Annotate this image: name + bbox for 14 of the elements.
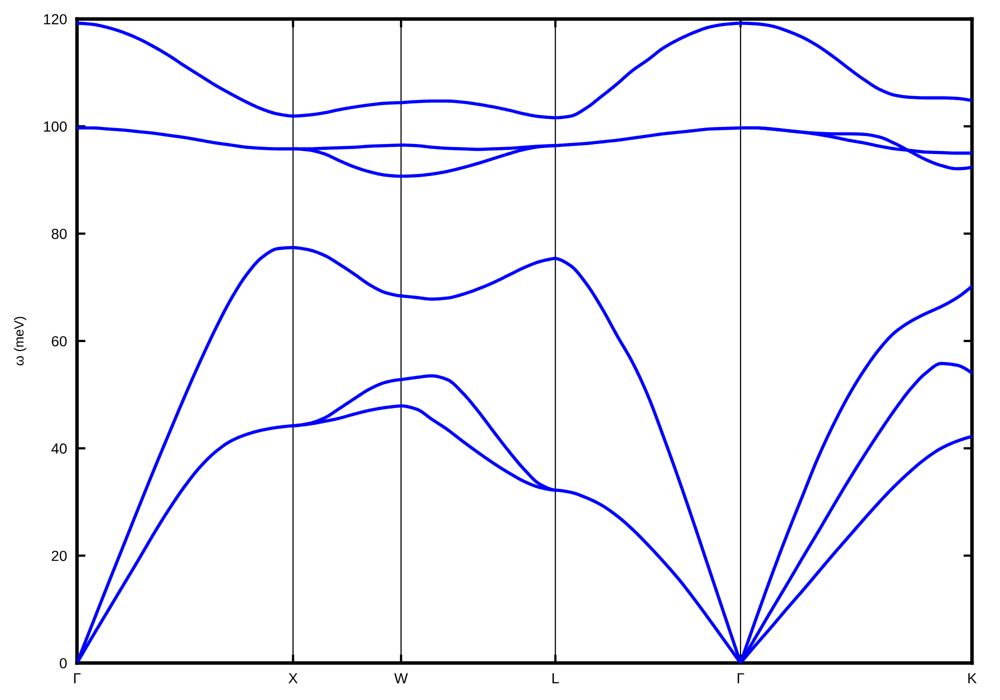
y-tick-label: 80 — [52, 228, 67, 240]
x-tick-label: L — [552, 673, 559, 684]
x-tick-label: K — [968, 673, 977, 684]
y-tick-label: 100 — [44, 121, 67, 132]
x-tick-label: X — [288, 673, 298, 684]
x-tick-label: Γ — [738, 673, 744, 684]
y-tick-label: 60 — [52, 336, 67, 346]
y-tick-label: 120 — [44, 14, 67, 24]
y-tick-label: 40 — [51, 443, 67, 454]
y-tick-label: 0 — [60, 658, 67, 668]
x-tick-label: Γ — [74, 673, 81, 684]
x-tick-label: W — [394, 673, 408, 684]
y-axis-title: ω (meV) — [14, 316, 26, 366]
y-tick-label: 20 — [52, 550, 67, 562]
